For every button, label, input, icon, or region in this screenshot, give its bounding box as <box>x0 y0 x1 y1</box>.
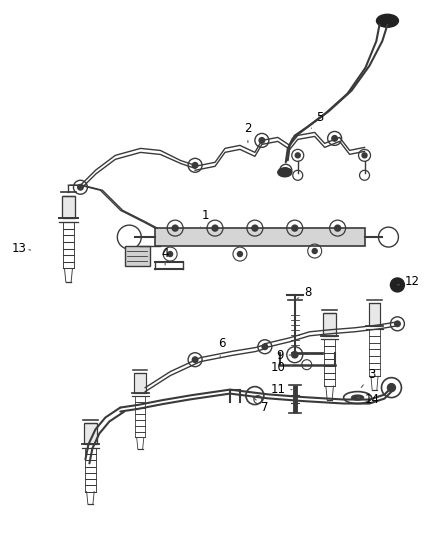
Text: 12: 12 <box>397 276 420 288</box>
Text: 2: 2 <box>244 122 252 143</box>
Circle shape <box>292 352 298 358</box>
Text: 4: 4 <box>162 247 169 265</box>
Text: 13: 13 <box>11 241 31 255</box>
FancyBboxPatch shape <box>84 423 97 445</box>
Text: 9: 9 <box>276 349 292 362</box>
Circle shape <box>295 153 300 158</box>
Circle shape <box>395 321 400 327</box>
FancyBboxPatch shape <box>125 246 150 266</box>
FancyBboxPatch shape <box>368 303 381 326</box>
Ellipse shape <box>278 168 292 177</box>
Circle shape <box>259 138 265 143</box>
Circle shape <box>292 225 298 231</box>
Ellipse shape <box>377 14 399 27</box>
Circle shape <box>168 252 173 256</box>
Circle shape <box>172 225 178 231</box>
Circle shape <box>78 184 83 190</box>
Text: 3: 3 <box>361 368 375 387</box>
Circle shape <box>362 153 367 158</box>
Circle shape <box>335 225 341 231</box>
Text: 11: 11 <box>270 383 292 396</box>
FancyBboxPatch shape <box>155 228 364 246</box>
Circle shape <box>283 168 288 173</box>
Text: 1: 1 <box>200 208 209 228</box>
Circle shape <box>212 225 218 231</box>
FancyBboxPatch shape <box>134 373 146 393</box>
Circle shape <box>192 163 198 168</box>
FancyBboxPatch shape <box>323 313 336 336</box>
Circle shape <box>332 135 337 141</box>
Circle shape <box>192 357 198 362</box>
Circle shape <box>312 248 317 254</box>
Circle shape <box>390 278 404 292</box>
Text: 14: 14 <box>357 393 380 406</box>
Circle shape <box>262 344 268 350</box>
Text: 5: 5 <box>311 111 323 128</box>
Circle shape <box>388 384 396 392</box>
Text: 8: 8 <box>297 286 311 300</box>
FancyBboxPatch shape <box>62 196 75 219</box>
Ellipse shape <box>352 395 364 400</box>
Circle shape <box>237 252 242 256</box>
Circle shape <box>252 225 258 231</box>
Text: 6: 6 <box>218 337 226 358</box>
Text: 7: 7 <box>252 397 268 414</box>
Text: 10: 10 <box>270 361 292 374</box>
